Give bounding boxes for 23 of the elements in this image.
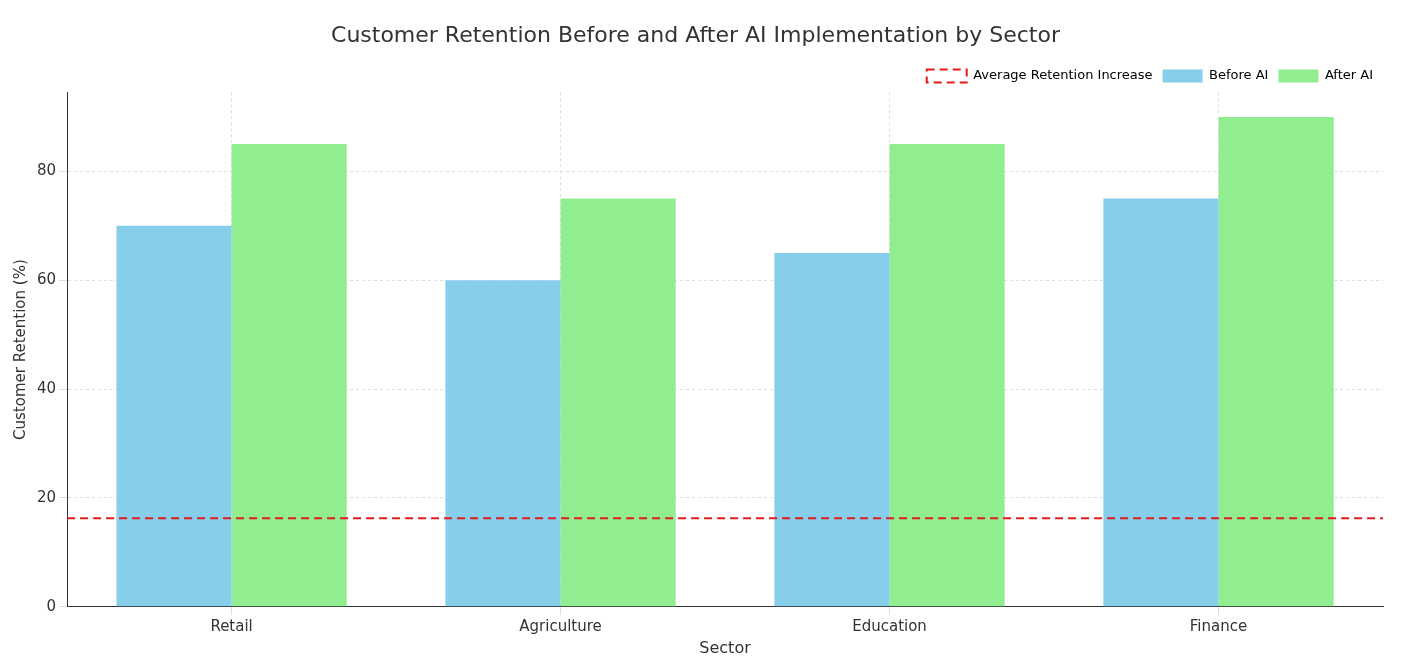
chart-title: Customer Retention Before and After AI Implementation by Sector bbox=[331, 21, 1061, 47]
legend-label: Average Retention Increase bbox=[973, 67, 1153, 83]
bar bbox=[445, 280, 561, 607]
x-tick-label: Retail bbox=[210, 616, 253, 635]
y-tick-label: 80 bbox=[36, 161, 57, 180]
bar bbox=[1103, 198, 1219, 607]
bar bbox=[560, 198, 676, 607]
bar bbox=[889, 144, 1005, 607]
bar bbox=[116, 225, 232, 607]
y-tick-label: 40 bbox=[36, 378, 57, 397]
y-axis-title: Customer Retention (%) bbox=[10, 259, 29, 440]
y-tick-label: 20 bbox=[36, 487, 57, 506]
x-tick-label: Finance bbox=[1189, 616, 1248, 635]
bar bbox=[774, 252, 890, 607]
x-tick-label: Education bbox=[852, 616, 927, 635]
y-tick-label: 60 bbox=[36, 270, 57, 289]
legend-label: After AI bbox=[1324, 67, 1373, 83]
bar bbox=[1218, 116, 1334, 607]
bar bbox=[231, 144, 347, 607]
y-tick-label: 0 bbox=[46, 596, 57, 615]
x-axis-title: Sector bbox=[699, 637, 752, 657]
x-tick-label: Agriculture bbox=[519, 616, 602, 635]
legend-label: Before AI bbox=[1209, 67, 1269, 83]
